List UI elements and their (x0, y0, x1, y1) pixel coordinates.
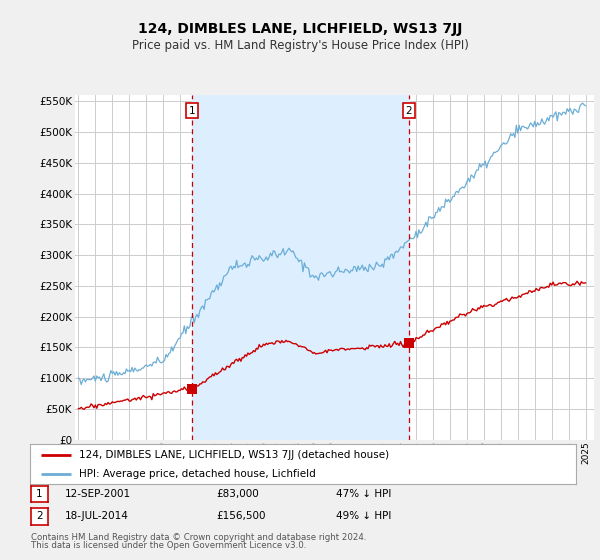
Text: 49% ↓ HPI: 49% ↓ HPI (336, 511, 391, 521)
Text: 18-JUL-2014: 18-JUL-2014 (65, 511, 128, 521)
Text: 47% ↓ HPI: 47% ↓ HPI (336, 489, 391, 499)
Text: £83,000: £83,000 (216, 489, 259, 499)
Text: HPI: Average price, detached house, Lichfield: HPI: Average price, detached house, Lich… (79, 469, 316, 479)
Text: This data is licensed under the Open Government Licence v3.0.: This data is licensed under the Open Gov… (31, 541, 307, 550)
Text: £156,500: £156,500 (216, 511, 265, 521)
Text: 1: 1 (36, 489, 43, 499)
Text: Price paid vs. HM Land Registry's House Price Index (HPI): Price paid vs. HM Land Registry's House … (131, 39, 469, 52)
Bar (192, 95, 409, 440)
Text: 12-SEP-2001: 12-SEP-2001 (65, 489, 131, 499)
Text: 124, DIMBLES LANE, LICHFIELD, WS13 7JJ: 124, DIMBLES LANE, LICHFIELD, WS13 7JJ (138, 22, 462, 36)
Text: 2: 2 (406, 106, 412, 115)
Text: 124, DIMBLES LANE, LICHFIELD, WS13 7JJ (detached house): 124, DIMBLES LANE, LICHFIELD, WS13 7JJ (… (79, 450, 389, 460)
Text: 1: 1 (188, 106, 195, 115)
Text: Contains HM Land Registry data © Crown copyright and database right 2024.: Contains HM Land Registry data © Crown c… (31, 533, 367, 542)
Text: 2: 2 (36, 511, 43, 521)
